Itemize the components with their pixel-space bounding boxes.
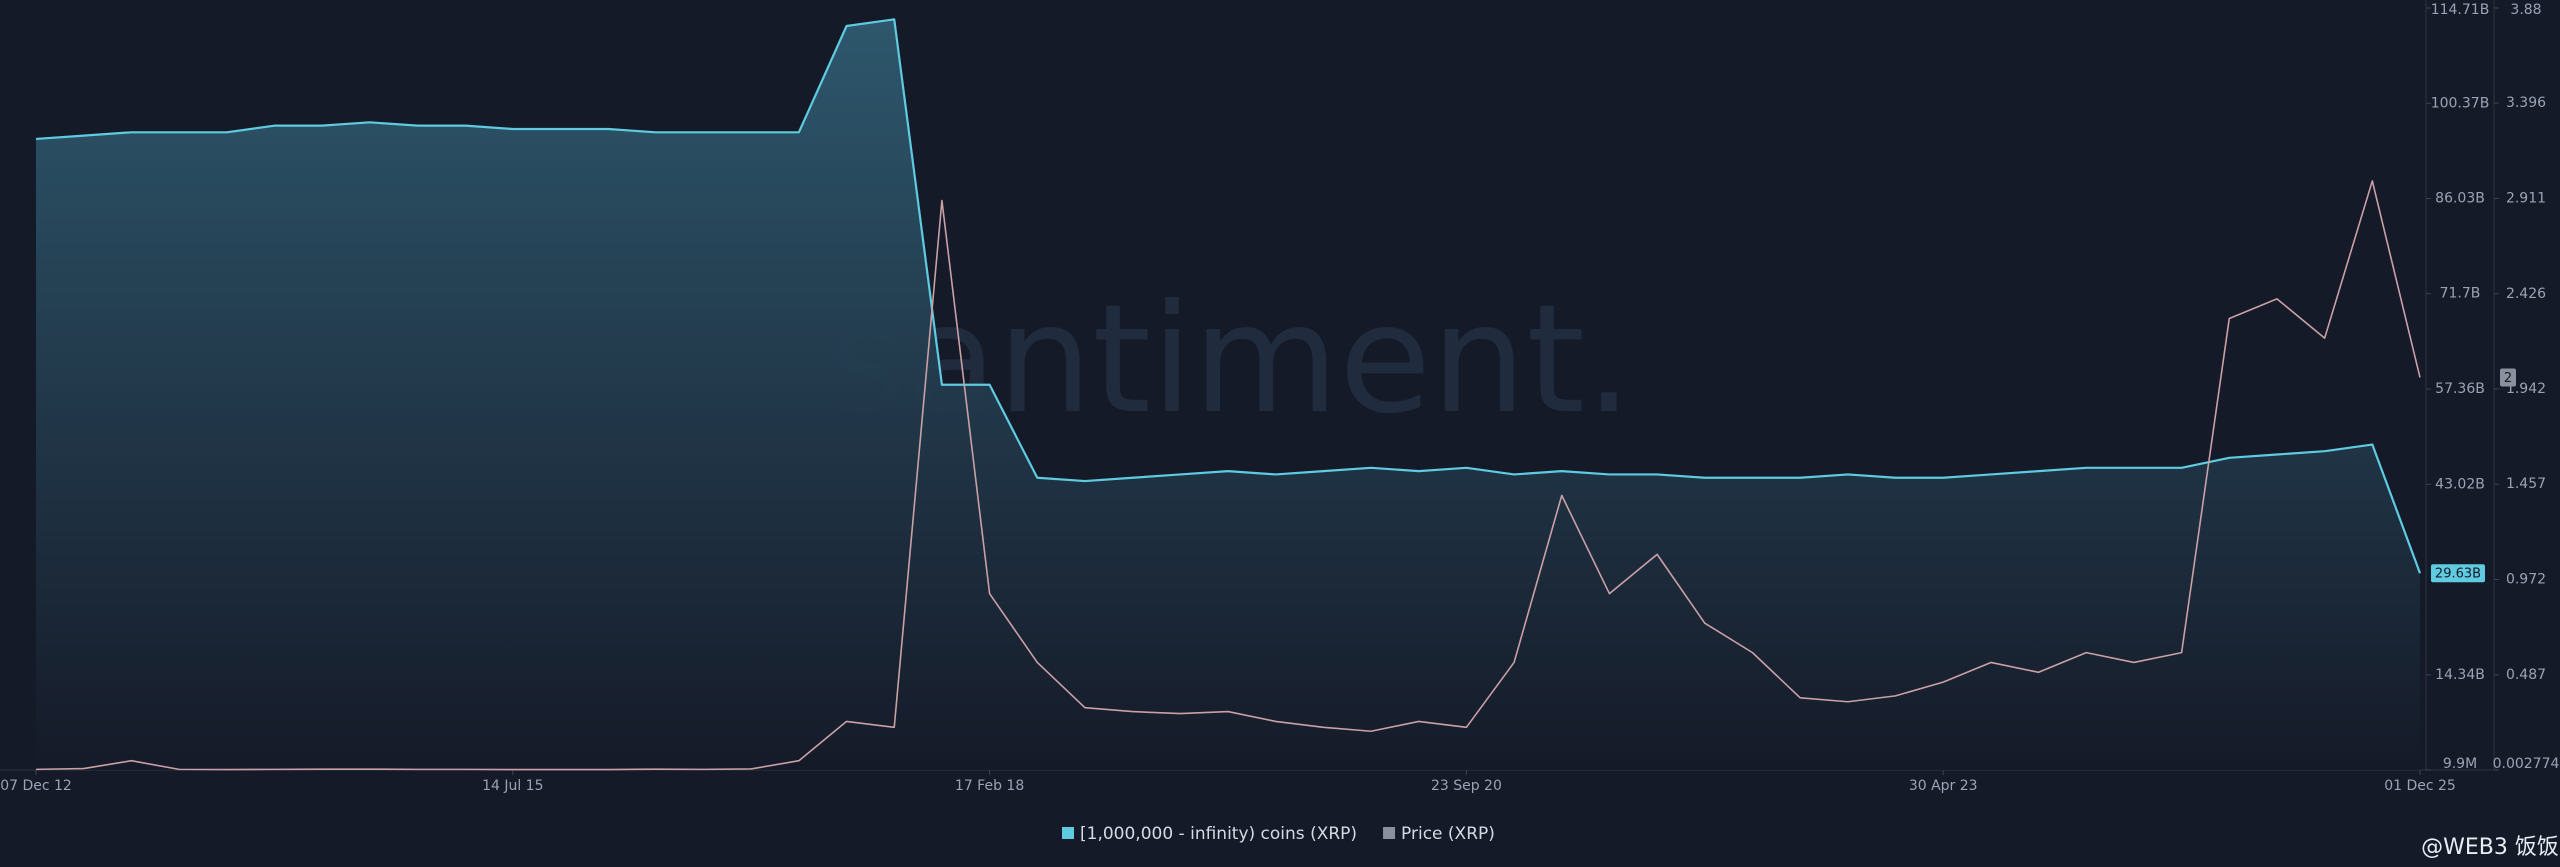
value-badge-label: 2 (2504, 371, 2512, 386)
y-tick-label: 57.36B (2435, 381, 2485, 397)
x-tick-label: 01 Dec 25 (2384, 778, 2456, 794)
brand: @WEB3 饭饭 (2421, 835, 2559, 860)
x-tick-label: 30 Apr 23 (1909, 778, 1978, 794)
price-line (35, 180, 2421, 771)
area (36, 19, 2420, 771)
y2-tick-label: 3.88 (2510, 2, 2541, 18)
y2-tick-label: 3.396 (2506, 95, 2546, 111)
legend-swatch (1062, 827, 1074, 839)
value-badge (2500, 368, 2516, 387)
legend-label: [1,000,000 - infinity) coins (XRP) (1080, 824, 1357, 844)
value-badge (2431, 564, 2485, 583)
coins-line (35, 18, 2422, 574)
legend-label: Price (XRP) (1401, 824, 1495, 844)
x-tick-label: 07 Dec 12 (0, 778, 72, 794)
y2-tick-label: 2.911 (2506, 190, 2546, 206)
y2-tick-label: 1.457 (2506, 476, 2546, 492)
legend-swatch (1383, 827, 1396, 839)
y2-tick-label: 0.972 (2506, 572, 2546, 588)
value-badge-label: 29.63B (2435, 567, 2481, 582)
y-tick-label: 71.7B (2440, 286, 2481, 302)
y-tick-label: 9.9M (2443, 756, 2477, 772)
y2-tick-label: 0.487 (2506, 667, 2546, 683)
x-tick-label: 17 Feb 18 (955, 778, 1024, 794)
x-tick-label: 14 Jul 15 (482, 778, 543, 794)
y-tick-label: 114.71B (2431, 2, 2490, 18)
x-tick-label: 23 Sep 20 (1431, 778, 1502, 794)
legend: [1,000,000 - infinity) coins (XRP) Price … (1062, 824, 1495, 844)
y-tick-label: 86.03B (2435, 191, 2485, 207)
y-tick-label: 43.02B (2435, 476, 2485, 492)
y2-tick-label: 2.426 (2506, 286, 2546, 302)
y-tick-label: 100.37B (2431, 95, 2490, 111)
y-tick-label: 14.34B (2435, 667, 2485, 683)
y2-tick-label: 0.002774 (2493, 756, 2560, 772)
y2-tick-label: 1.942 (2506, 381, 2546, 397)
